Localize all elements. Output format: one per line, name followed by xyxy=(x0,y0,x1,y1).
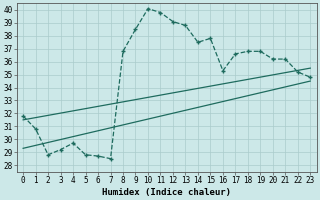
X-axis label: Humidex (Indice chaleur): Humidex (Indice chaleur) xyxy=(102,188,231,197)
